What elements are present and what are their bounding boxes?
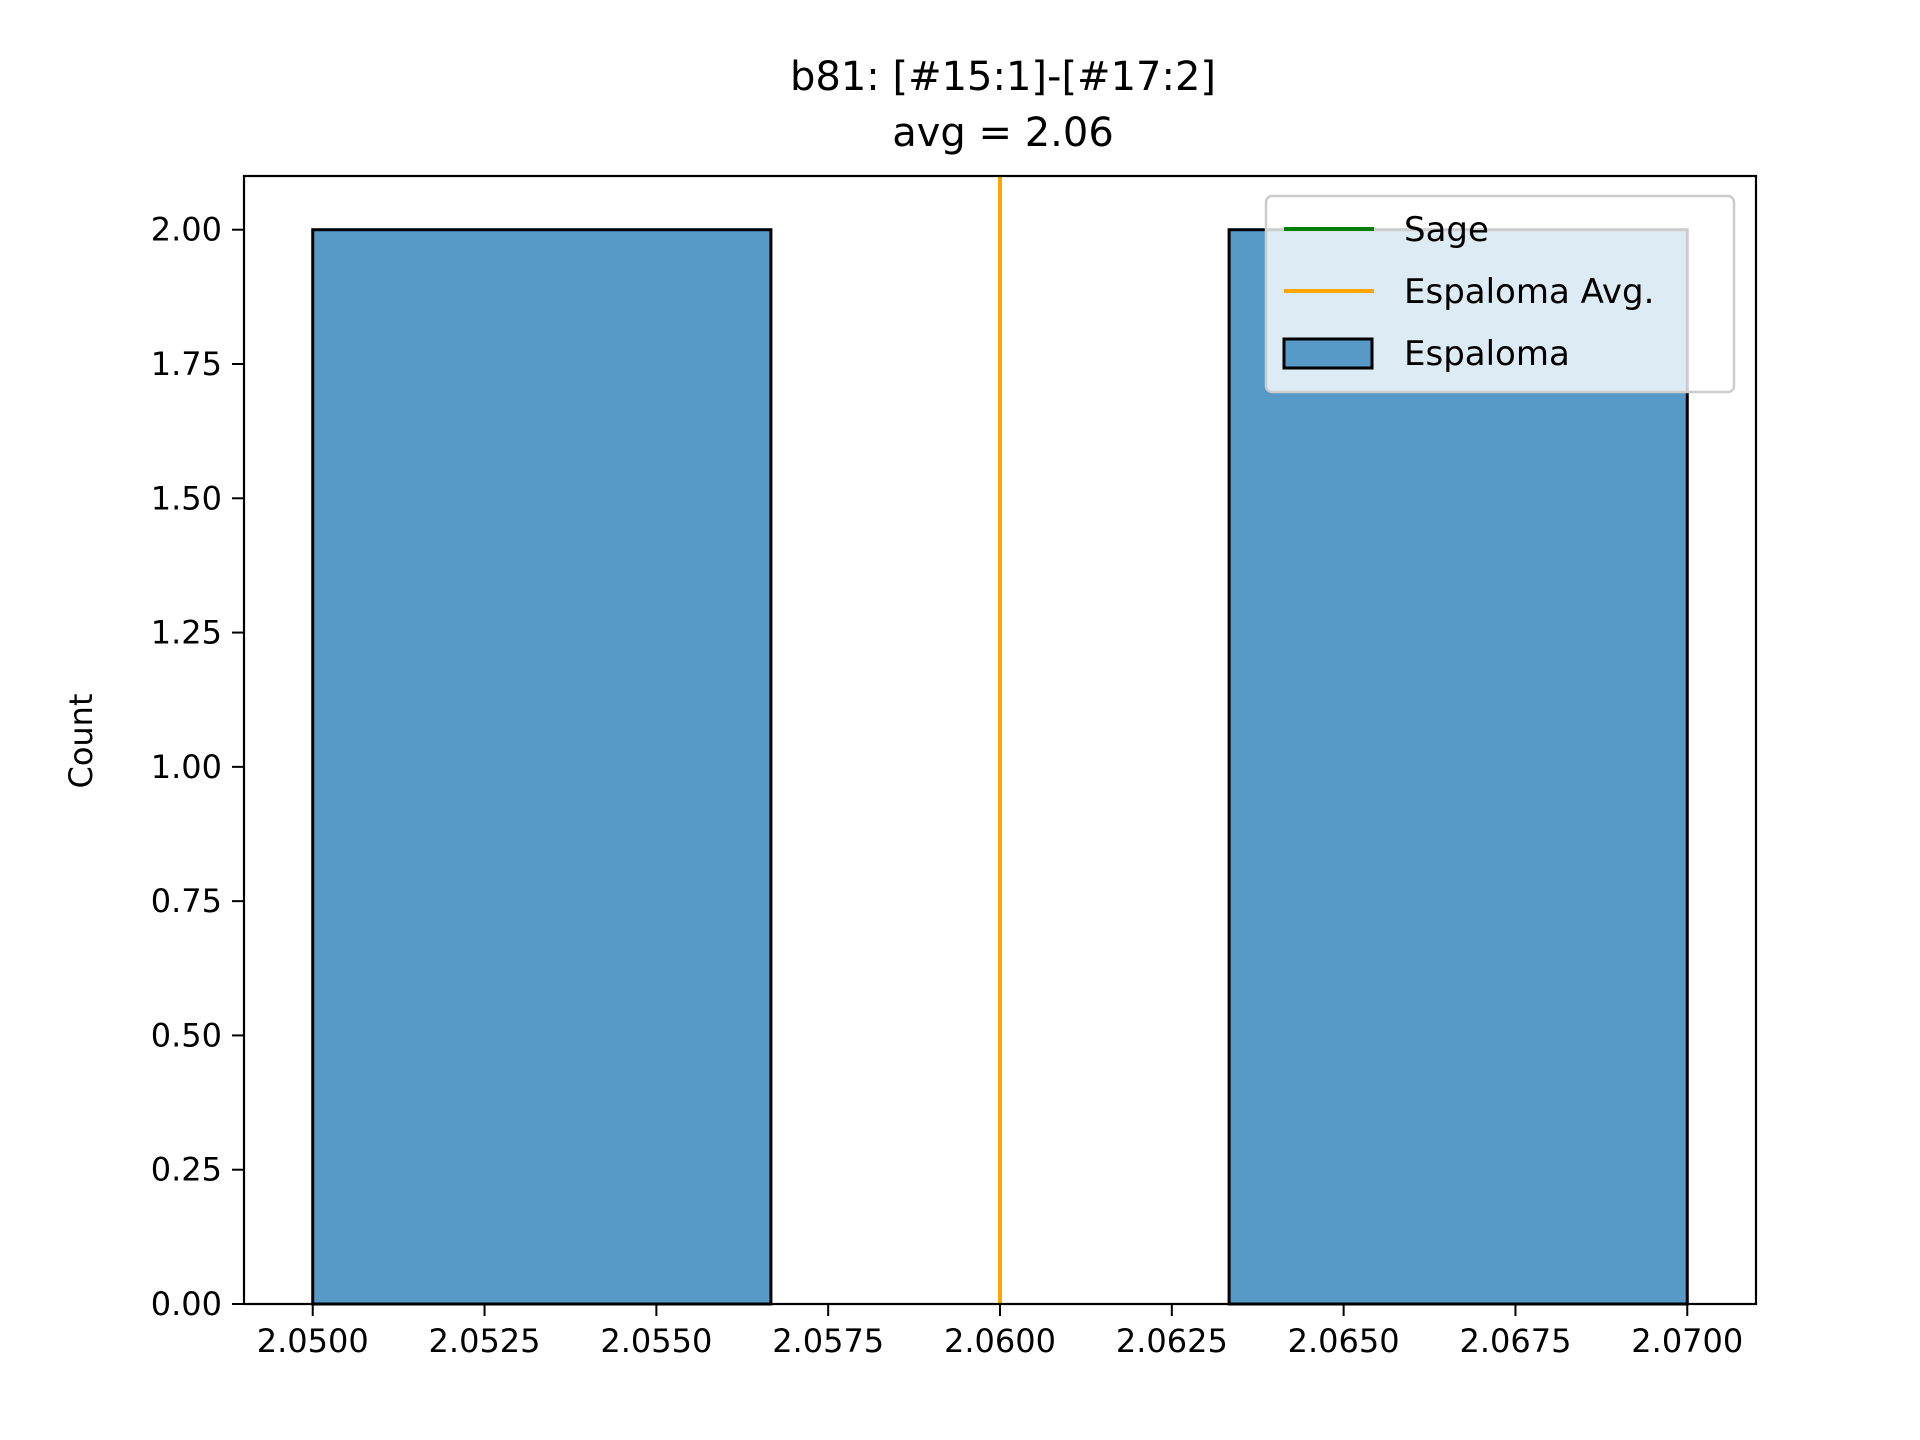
y-tick-label: 1.50 — [151, 479, 222, 517]
y-tick-label: 1.75 — [151, 345, 222, 383]
y-axis-ticks: 0.00 0.25 0.50 0.75 1.00 1.25 1.50 1.75 2.00 — [151, 211, 244, 1323]
y-tick-label: 0.50 — [151, 1016, 222, 1054]
x-axis-ticks: 2.0500 2.0525 2.0550 2.0575 2.0600 2.0625 2.06… — [257, 1304, 1743, 1360]
chart-subtitle: avg = 2.06 — [892, 110, 1114, 156]
legend-label: Sage — [1404, 210, 1489, 250]
x-tick-label: 2.0575 — [772, 1322, 884, 1360]
y-tick-label: 0.25 — [151, 1151, 222, 1189]
legend: Sage Espaloma Avg. Espaloma — [1264, 194, 1736, 394]
y-tick-label: 0.75 — [151, 882, 222, 920]
legend-label: Espaloma — [1404, 334, 1570, 374]
x-tick-label: 2.0650 — [1288, 1322, 1400, 1360]
chart-title: b81: [#15:1]-[#17:2] — [790, 54, 1216, 100]
legend-box — [1264, 194, 1736, 394]
x-tick-label: 2.0700 — [1631, 1322, 1743, 1360]
x-tick-label: 2.0600 — [944, 1322, 1056, 1360]
y-tick-label: 1.25 — [151, 614, 222, 652]
y-tick-label: 0.00 — [151, 1285, 222, 1323]
bars-layer — [311, 228, 1689, 1306]
legend-label: Espaloma Avg. — [1404, 272, 1654, 312]
x-tick-label: 2.0550 — [600, 1322, 712, 1360]
y-tick-label: 1.00 — [151, 748, 222, 786]
legend-swatch-patch — [1282, 337, 1374, 370]
x-tick-label: 2.0500 — [257, 1322, 369, 1360]
x-tick-label: 2.0675 — [1459, 1322, 1571, 1360]
y-axis-label: Count — [62, 693, 100, 788]
histogram-bar-3 — [1227, 228, 1689, 1306]
histogram-bar-1 — [311, 228, 773, 1306]
x-tick-label: 2.0625 — [1116, 1322, 1228, 1360]
x-tick-label: 2.0525 — [429, 1322, 541, 1360]
y-tick-label: 2.00 — [151, 211, 222, 249]
